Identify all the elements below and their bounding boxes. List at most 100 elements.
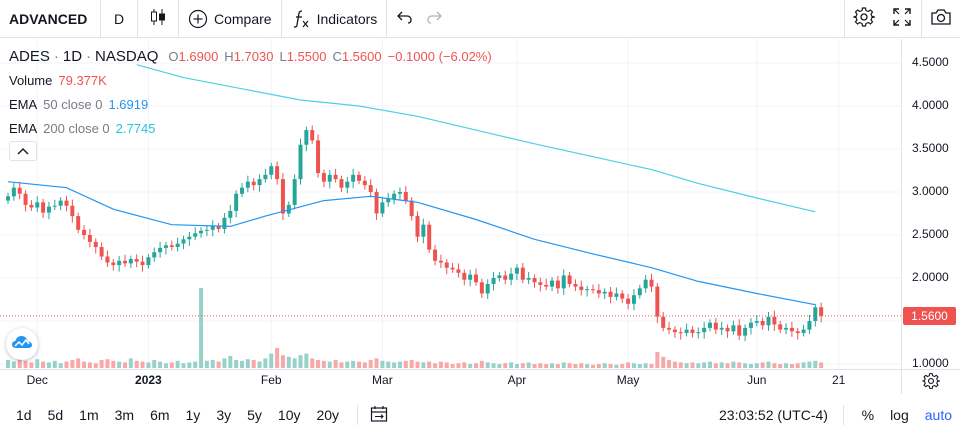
interval-button[interactable]: D	[113, 10, 125, 27]
toolbar-divider	[280, 0, 282, 38]
compare-button[interactable]: Compare	[179, 0, 281, 38]
volume-bar	[620, 364, 625, 368]
percent-scale-button[interactable]: %	[861, 407, 875, 423]
candle-body	[175, 243, 180, 248]
candle-body	[427, 224, 432, 250]
volume-bar	[497, 364, 502, 368]
candle-body	[193, 233, 198, 237]
undo-button[interactable]	[387, 0, 423, 38]
range-button-10y[interactable]: 10y	[277, 407, 301, 423]
candle-body	[438, 260, 443, 263]
price-tick: 4.0000	[912, 98, 949, 112]
candle-body	[245, 181, 250, 188]
volume-bar	[696, 363, 701, 368]
candle-body	[450, 267, 455, 270]
settings-button[interactable]	[845, 0, 883, 38]
range-button-5y[interactable]: 5y	[247, 407, 262, 423]
volume-bar	[240, 360, 244, 368]
legend-collapse-button[interactable]	[9, 141, 37, 161]
high-value: 1.7030	[233, 49, 274, 64]
price-chart[interactable]	[0, 39, 960, 369]
timezone-clock[interactable]: 23:03:52 (UTC-4)	[719, 407, 828, 423]
candle-body	[128, 259, 133, 264]
range-button-3m[interactable]: 3m	[114, 407, 135, 423]
volume-bar	[573, 364, 578, 368]
candle-body	[105, 256, 110, 263]
volume-bar	[479, 360, 484, 368]
candle-body	[251, 181, 256, 186]
volume-bar	[801, 362, 806, 368]
price-tick: 3.0000	[912, 184, 949, 198]
calendar-range-icon	[370, 405, 388, 426]
redo-button[interactable]	[423, 0, 452, 38]
range-button-1m[interactable]: 1m	[79, 407, 99, 423]
candle-body	[731, 325, 736, 332]
candle-body	[304, 130, 309, 145]
volume-bar	[181, 363, 186, 368]
volume-bar	[357, 361, 361, 368]
screenshot-button[interactable]	[922, 0, 960, 38]
volume-bar	[374, 358, 379, 368]
candle-body	[713, 322, 718, 330]
candle-body	[684, 329, 689, 334]
candle-body	[421, 224, 426, 237]
toolbar-divider	[100, 0, 101, 38]
range-button-1y[interactable]: 1y	[185, 407, 201, 423]
candle-body	[163, 245, 168, 248]
volume-bar	[280, 355, 285, 368]
candle-body	[667, 327, 672, 330]
candle-body	[6, 196, 10, 201]
volume-bar	[421, 362, 426, 368]
toolbar-divider	[386, 0, 388, 38]
chart-style-button[interactable]	[138, 0, 178, 38]
volume-bar	[608, 364, 613, 368]
candle-body	[801, 329, 806, 334]
time-axis-settings-button[interactable]	[922, 372, 941, 395]
tradingview-logo[interactable]	[6, 328, 38, 360]
indicators-button[interactable]: Indicators	[282, 0, 387, 38]
volume-bar	[409, 360, 414, 368]
candle-body	[181, 239, 186, 244]
volume-legend-row[interactable]: Volume 79.377K	[9, 69, 498, 93]
chart-legend: ADES · 1D · NASDAQ O1.6900 H1.7030 L1.5500 C1.5…	[9, 45, 498, 141]
cloud-logo-icon	[11, 335, 33, 354]
auto-scale-button[interactable]: auto	[924, 407, 952, 423]
candle-body	[708, 322, 712, 328]
candle-body	[631, 295, 636, 304]
volume-bar	[257, 361, 262, 368]
undo-icon	[396, 8, 414, 29]
ema200-legend-row[interactable]: EMA 200 close 0 2.7745	[9, 117, 498, 141]
ema200-params: 200 close 0	[43, 121, 110, 136]
candle-body	[643, 279, 648, 289]
candle-body	[760, 321, 765, 326]
candle-body	[532, 278, 537, 283]
open-key: O	[168, 49, 179, 64]
symbol-search-button[interactable]: ADVANCED	[9, 10, 88, 27]
volume-bar	[87, 362, 92, 368]
volume-bar	[789, 364, 794, 368]
range-button-5d[interactable]: 5d	[47, 407, 64, 423]
volume-label: Volume	[9, 73, 53, 88]
candle-body	[795, 331, 800, 334]
range-button-6m[interactable]: 6m	[150, 407, 170, 423]
volume-bar	[538, 363, 543, 368]
symbol-legend-row[interactable]: ADES · 1D · NASDAQ O1.6900 H1.7030 L1.5500 C1.5…	[9, 45, 498, 69]
candle-body	[76, 216, 81, 230]
volume-bar	[427, 361, 432, 368]
candle-body	[298, 144, 303, 180]
volume-bar	[579, 363, 584, 368]
range-button-1d[interactable]: 1d	[16, 407, 32, 423]
log-scale-button[interactable]: log	[890, 407, 909, 423]
candle-body	[234, 193, 239, 211]
candle-body	[608, 291, 613, 297]
volume-bar	[637, 364, 642, 368]
range-button-3y[interactable]: 3y	[216, 407, 232, 423]
go-to-date-button[interactable]	[357, 405, 388, 425]
redo-icon	[425, 8, 443, 29]
volume-bar	[485, 362, 490, 368]
fullscreen-button[interactable]	[883, 0, 921, 38]
candle-body	[158, 247, 163, 253]
range-button-20y[interactable]: 20y	[316, 407, 340, 423]
candle-body	[538, 282, 543, 285]
ema50-legend-row[interactable]: EMA 50 close 0 1.6919	[9, 93, 498, 117]
